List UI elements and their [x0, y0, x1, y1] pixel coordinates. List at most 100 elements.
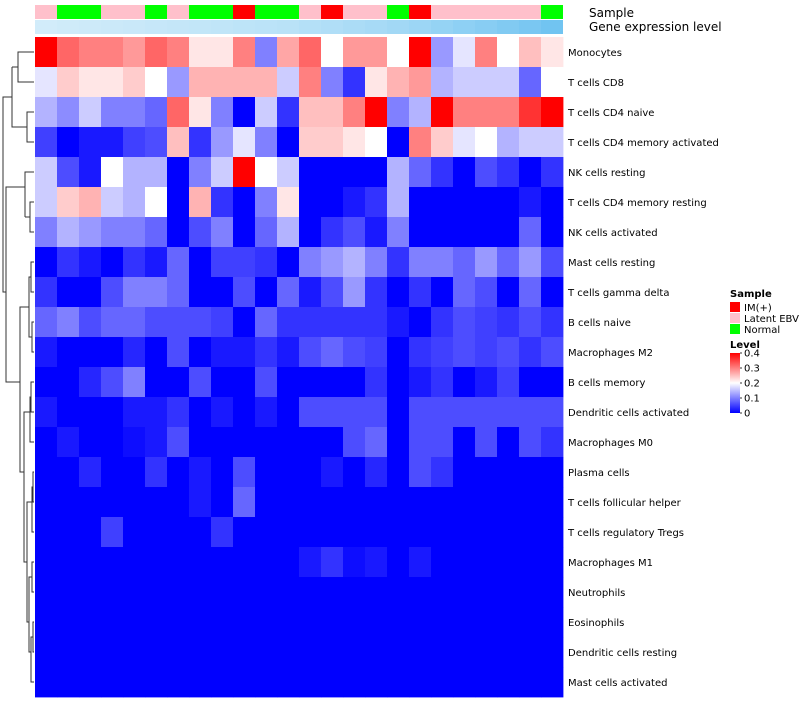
heatmap-cell	[431, 577, 454, 608]
heatmap-cell	[453, 217, 476, 248]
heatmap-cell	[101, 547, 124, 578]
heatmap-cell	[233, 247, 256, 278]
heatmap-cell	[101, 217, 124, 248]
heatmap-cell	[101, 337, 124, 368]
heatmap-cell	[57, 337, 80, 368]
heatmap-cell	[255, 667, 278, 698]
heatmap-cell	[35, 157, 58, 188]
heatmap-cell	[123, 607, 146, 638]
heatmap-cell	[101, 97, 124, 128]
heatmap-cell	[343, 187, 366, 218]
heatmap-cell	[101, 127, 124, 158]
heatmap-cell	[35, 487, 58, 518]
heatmap-cell	[497, 277, 520, 308]
heatmap-cell	[453, 37, 476, 68]
heatmap-cell	[409, 607, 432, 638]
dendrogram-branch	[2, 96, 12, 293]
heatmap-cell	[145, 517, 168, 548]
heatmap-cell	[145, 247, 168, 278]
heatmap-cell	[255, 157, 278, 188]
heatmap-cell	[79, 457, 102, 488]
heatmap-cell	[453, 427, 476, 458]
heatmap-cell	[101, 37, 124, 68]
heatmap-cell	[321, 37, 344, 68]
heatmap-cell	[189, 97, 212, 128]
heatmap-cell	[453, 157, 476, 188]
heatmap-cell	[277, 457, 300, 488]
heatmap-cell	[35, 217, 58, 248]
heatmap-cell	[321, 397, 344, 428]
heatmap-cell	[35, 67, 58, 98]
heatmap-cell	[255, 307, 278, 338]
heatmap-cell	[431, 217, 454, 248]
heatmap-cell	[79, 277, 102, 308]
heatmap-cell	[277, 427, 300, 458]
heatmap-cell	[145, 637, 168, 668]
row-label: T cells gamma delta	[567, 288, 669, 299]
heatmap-cell	[475, 457, 498, 488]
heatmap-cell	[365, 427, 388, 458]
heatmap-cell	[79, 667, 102, 698]
heatmap-cell	[343, 487, 366, 518]
heatmap-cell	[277, 127, 300, 158]
heatmap-cell	[233, 337, 256, 368]
heatmap-cell	[299, 427, 322, 458]
heatmap-cell	[453, 337, 476, 368]
heatmap-cell	[365, 247, 388, 278]
heatmap-cell	[299, 517, 322, 548]
heatmap-cell	[57, 667, 80, 698]
heatmap-cell	[453, 667, 476, 698]
heatmap-cell	[189, 157, 212, 188]
row-label: T cells follicular helper	[567, 498, 682, 509]
heatmap-cell	[541, 337, 564, 368]
heatmap-cell	[167, 547, 190, 578]
heatmap-cell	[343, 67, 366, 98]
heatmap-cell	[365, 547, 388, 578]
heatmap-cell	[299, 337, 322, 368]
heatmap-cell	[519, 367, 542, 398]
heatmap-cell	[211, 457, 234, 488]
dendrogram-branch	[17, 51, 34, 83]
heatmap-cell	[123, 667, 146, 698]
row-label: T cells CD4 naive	[567, 108, 654, 119]
expression-track-title: Gene expression level	[589, 20, 722, 34]
heatmap-cell	[431, 157, 454, 188]
dendrogram-branch	[26, 111, 34, 143]
dendrogram-branch	[32, 621, 34, 653]
heatmap-cell	[123, 37, 146, 68]
heatmap-cell	[233, 127, 256, 158]
heatmap-cell	[387, 517, 410, 548]
heatmap-cell	[409, 217, 432, 248]
heatmap-cell	[145, 37, 168, 68]
heatmap-cell	[145, 577, 168, 608]
heatmap-cell	[519, 547, 542, 578]
heatmap-cell	[321, 547, 344, 578]
heatmap-cell	[277, 667, 300, 698]
heatmap-cell	[541, 637, 564, 668]
heatmap-cell	[431, 97, 454, 128]
heatmap-cell	[475, 637, 498, 668]
heatmap-cell	[299, 577, 322, 608]
heatmap-cell	[57, 607, 80, 638]
heatmap-cell	[57, 397, 80, 428]
heatmap-cell	[145, 217, 168, 248]
heatmap-cell	[57, 157, 80, 188]
heatmap-cell	[475, 337, 498, 368]
heatmap-cell	[541, 127, 564, 158]
heatmap-cell	[145, 67, 168, 98]
sample-annotation-track	[35, 5, 563, 19]
heatmap-cell	[167, 577, 190, 608]
heatmap-cell	[541, 157, 564, 188]
expression-annotation-cell	[365, 20, 387, 34]
heatmap-cell	[79, 397, 102, 428]
heatmap-cell	[321, 367, 344, 398]
row-label: NK cells activated	[568, 228, 658, 239]
heatmap-cell	[211, 97, 234, 128]
heatmap-cell	[299, 547, 322, 578]
heatmap-cell	[35, 187, 58, 218]
heatmap-cell	[519, 127, 542, 158]
heatmap-cell	[101, 667, 124, 698]
heatmap-cell	[123, 487, 146, 518]
heatmap-cell	[35, 307, 58, 338]
